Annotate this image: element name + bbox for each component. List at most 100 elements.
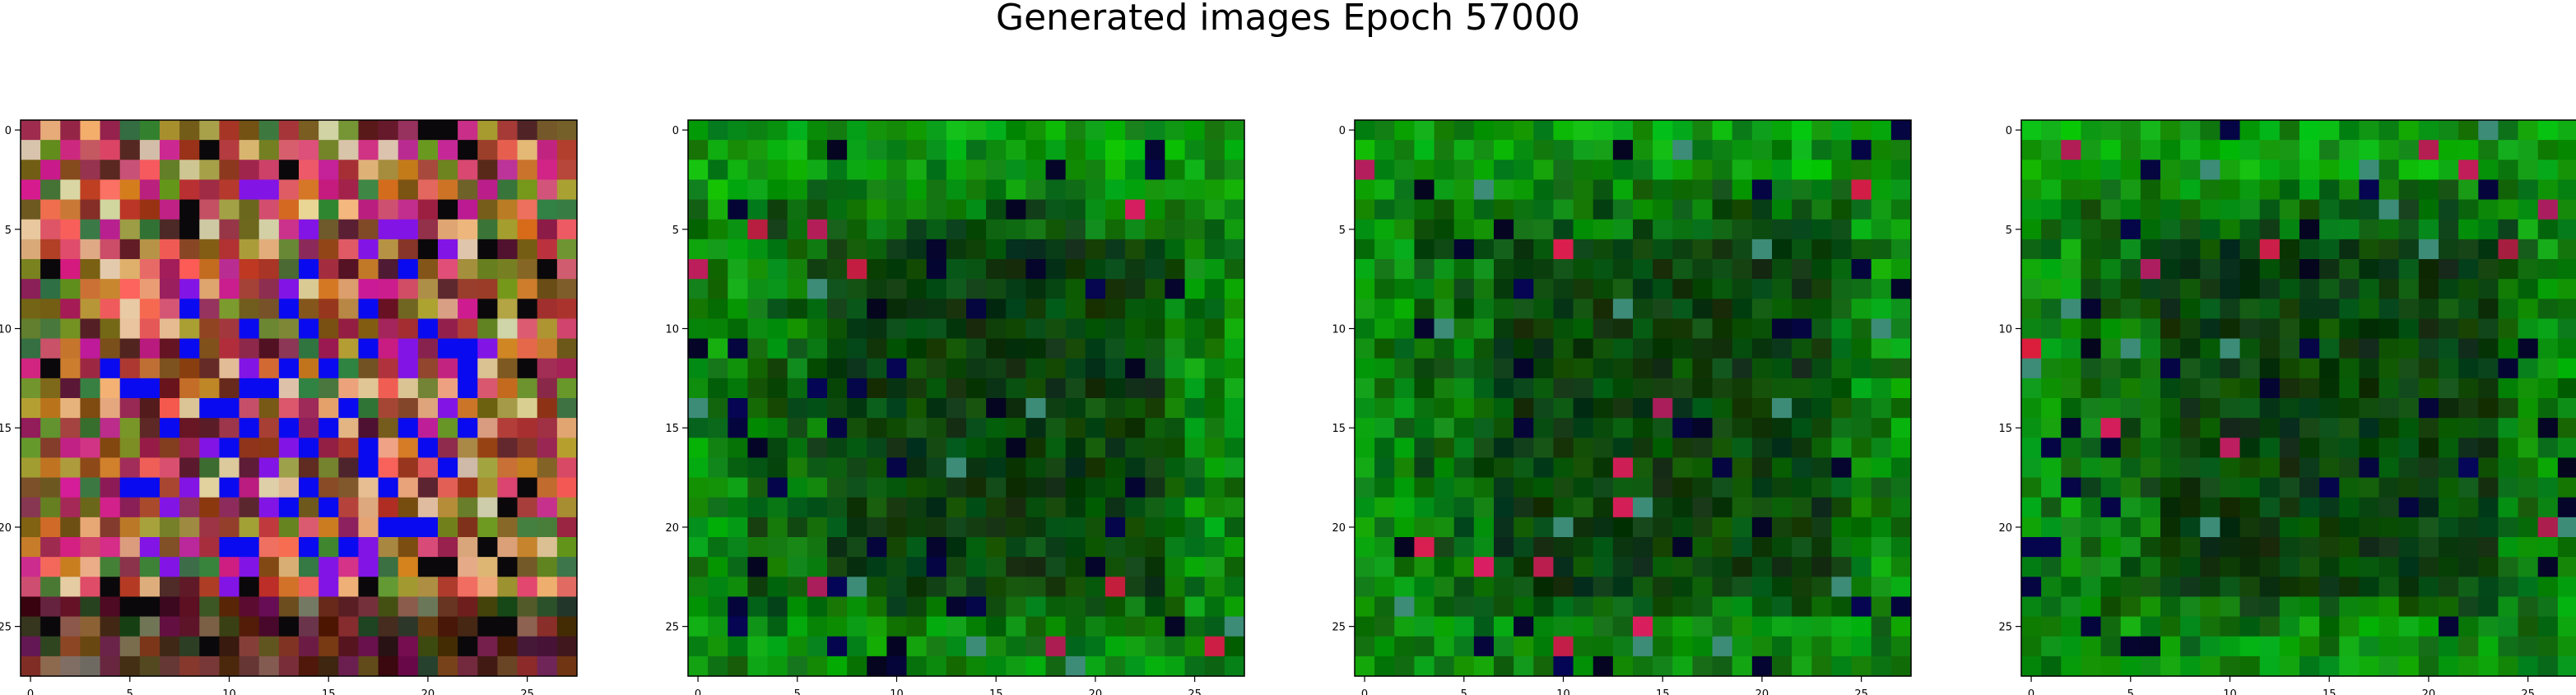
pixel-cell: [319, 517, 339, 538]
pixel-cell: [1573, 299, 1594, 320]
pixel-cell: [338, 517, 360, 538]
pixel-cell: [2200, 577, 2221, 598]
pixel-cell: [2378, 398, 2400, 419]
pixel-cell: [1553, 318, 1574, 340]
pixel-cell: [708, 438, 728, 459]
pixel-cell: [239, 616, 260, 637]
pixel-cell: [2220, 279, 2241, 299]
pixel-cell: [2398, 457, 2420, 479]
pixel-cell: [1184, 338, 1206, 359]
pixel-cell: [2418, 120, 2439, 141]
pixel-cell: [239, 199, 260, 220]
pixel-cell: [847, 378, 867, 399]
pixel-cell: [100, 259, 121, 280]
pixel-cell: [2518, 219, 2539, 240]
pixel-cell: [728, 577, 749, 598]
pixel-cell: [1533, 656, 1555, 677]
pixel-cell: [1045, 299, 1067, 320]
pixel-cell: [258, 160, 280, 181]
pixel-cell: [1224, 596, 1245, 618]
pixel-cell: [807, 497, 828, 518]
pixel-cell: [358, 358, 379, 379]
pixel-cell: [398, 438, 419, 459]
pixel-cell: [1593, 477, 1614, 498]
pixel-cell: [258, 179, 280, 201]
pixel-cell: [100, 418, 121, 438]
pixel-cell: [1453, 398, 1475, 419]
pixel-cell: [1414, 596, 1435, 618]
pixel-cell: [2458, 477, 2479, 498]
pixel-cell: [2439, 616, 2459, 637]
pixel-cell: [1414, 140, 1435, 160]
pixel-cell: [1224, 160, 1245, 181]
pixel-cell: [926, 418, 947, 438]
pixel-cell: [160, 259, 180, 280]
pixel-cell: [1573, 279, 1594, 299]
pixel-cell: [319, 318, 339, 340]
pixel-cell: [119, 120, 141, 141]
pixel-cell: [2120, 259, 2141, 280]
pixel-cell: [1772, 299, 1793, 320]
pixel-cell: [2041, 596, 2062, 618]
pixel-cell: [2398, 577, 2420, 598]
pixel-cell: [1494, 497, 1514, 518]
pixel-cell: [1453, 140, 1475, 160]
pixel-cell: [906, 378, 928, 399]
pixel-cell: [517, 199, 538, 220]
pixel-cell: [1374, 239, 1395, 260]
pixel-cell: [1105, 378, 1126, 399]
pixel-cell: [867, 497, 888, 518]
pixel-cell: [1394, 378, 1416, 399]
pixel-cell: [2160, 239, 2181, 260]
pixel-cell: [747, 239, 769, 260]
pixel-cell: [1184, 418, 1206, 438]
pixel-cell: [199, 497, 221, 518]
pixel-cell: [1851, 199, 1872, 220]
pixel-cell: [2398, 299, 2420, 320]
y-tick-label: 15: [1332, 423, 1346, 435]
pixel-cell: [2239, 318, 2261, 340]
pixel-cell: [299, 299, 319, 320]
pixel-cell: [1006, 318, 1027, 340]
pixel-cell: [1871, 338, 1892, 359]
pixel-cell: [1653, 418, 1673, 438]
pixel-cell: [1224, 438, 1245, 459]
pixel-cell: [1732, 596, 1753, 618]
pixel-cell: [986, 219, 1007, 240]
pixel-cell: [1105, 358, 1126, 379]
pixel-cell: [1473, 160, 1495, 181]
pixel-cell: [1712, 279, 1733, 299]
pixel-cell: [179, 259, 200, 280]
pixel-cell: [438, 537, 458, 558]
pixel-cell: [278, 299, 300, 320]
pixel-cell: [1453, 120, 1475, 141]
pixel-cell: [21, 418, 41, 438]
pixel-cell: [299, 140, 319, 160]
pixel-cell: [1811, 477, 1833, 498]
pixel-cell: [827, 636, 848, 657]
pixel-cell: [2339, 279, 2360, 299]
pixel-cell: [40, 616, 61, 637]
pixel-cell: [1692, 418, 1713, 438]
pixel-cell: [767, 438, 788, 459]
pixel-cell: [1355, 279, 1375, 299]
pixel-cell: [1751, 497, 1773, 518]
pixel-cell: [2041, 378, 2062, 399]
pixel-cell: [219, 299, 240, 320]
pixel-cell: [1025, 577, 1047, 598]
pixel-cell: [2458, 636, 2479, 657]
pixel-cell: [1494, 537, 1514, 558]
pixel-cell: [1792, 636, 1812, 657]
pixel-cell: [1125, 259, 1146, 280]
pixel-cell: [2021, 537, 2042, 558]
pixel-cell: [2537, 199, 2559, 220]
pixel-cell: [1653, 497, 1673, 518]
pixel-cell: [688, 279, 709, 299]
pixel-cell: [1653, 318, 1673, 340]
pixel-cell: [477, 457, 499, 479]
pixel-cell: [1355, 179, 1375, 201]
pixel-cell: [417, 438, 439, 459]
pixel-cell: [1672, 636, 1694, 657]
pixel-cell: [2518, 517, 2539, 538]
pixel-cell: [1494, 616, 1514, 637]
